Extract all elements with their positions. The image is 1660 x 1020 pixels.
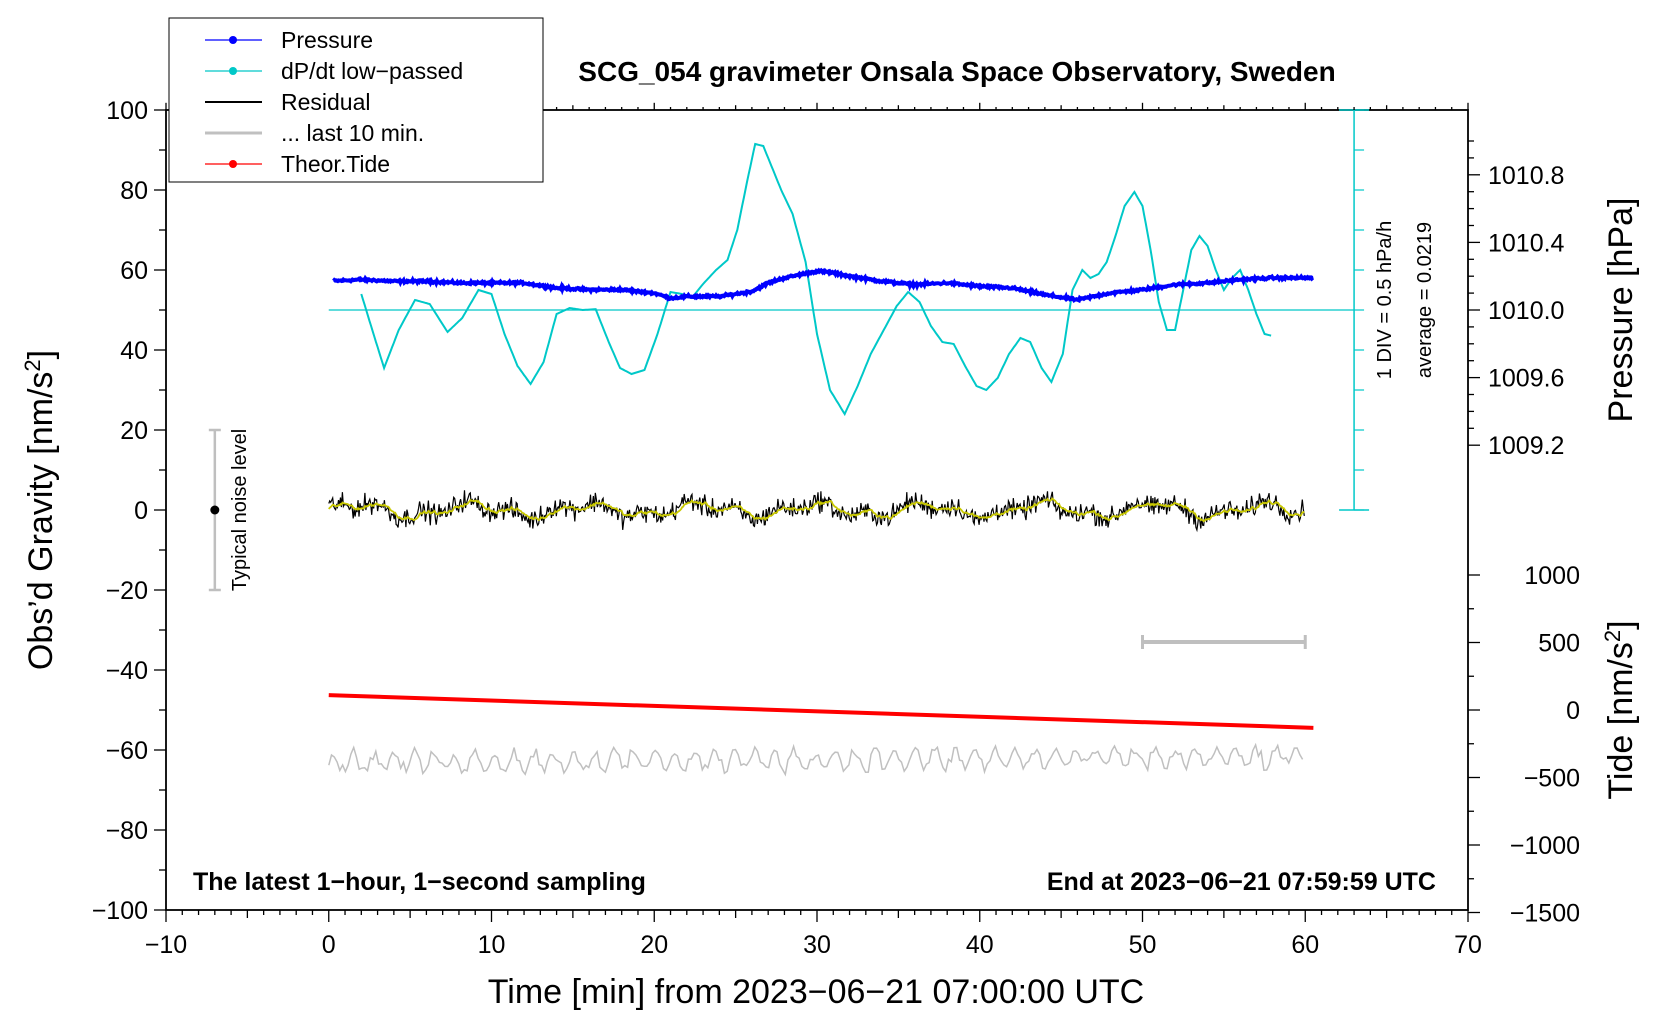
pressure-tick-label: 1009.6 bbox=[1488, 365, 1564, 393]
y-axis-ticks: −100 −80 −60 −40 −20 0 20 40 60 80 100 bbox=[92, 97, 166, 925]
y-tick-label: 100 bbox=[106, 97, 148, 125]
series-residual bbox=[328, 490, 1305, 533]
tide-axis-title: Tide [nm/s2] bbox=[1600, 620, 1640, 799]
legend-swatch-marker bbox=[229, 36, 237, 44]
pressure-axis-ticks: 1009.2 1009.6 1010.0 1010.4 1010.8 bbox=[1468, 140, 1565, 460]
series-theor-tide bbox=[328, 693, 1314, 730]
legend-label: ... last 10 min. bbox=[281, 120, 424, 146]
tide-tick-label: 0 bbox=[1566, 697, 1580, 725]
pressure-tick-label: 1009.2 bbox=[1488, 432, 1564, 460]
footer-left: The latest 1−hour, 1−second sampling bbox=[193, 868, 646, 896]
y-tick-label: −40 bbox=[106, 657, 148, 685]
noise-bar-center-dot bbox=[210, 505, 220, 515]
x-tick-label: 20 bbox=[640, 931, 668, 959]
legend-item: Residual bbox=[205, 89, 371, 115]
x-tick-label: 50 bbox=[1129, 931, 1157, 959]
x-axis-ticks: −10 0 10 20 30 40 50 60 70 bbox=[145, 102, 1482, 959]
x-tick-label: 40 bbox=[966, 931, 994, 959]
x-tick-label: 60 bbox=[1291, 931, 1319, 959]
x-tick-label: −10 bbox=[145, 931, 187, 959]
legend-swatch-marker bbox=[229, 67, 237, 75]
tide-tick-label: −1500 bbox=[1510, 900, 1580, 928]
series-residual-smoothed bbox=[328, 497, 1305, 523]
legend-label: dP/dt low−passed bbox=[281, 58, 463, 84]
pressure-tick-label: 1010.0 bbox=[1488, 297, 1564, 325]
x-tick-label: 10 bbox=[478, 931, 506, 959]
tide-tick-label: −1000 bbox=[1510, 832, 1580, 860]
y-tick-label: 60 bbox=[120, 257, 148, 285]
legend-box bbox=[168, 17, 544, 183]
plot-frame bbox=[165, 109, 1469, 911]
y-tick-label: −80 bbox=[106, 817, 148, 845]
tide-tick-label: −500 bbox=[1524, 765, 1580, 793]
legend-item: Pressure bbox=[205, 27, 373, 53]
chart-title: SCG_054 gravimeter Onsala Space Observat… bbox=[578, 56, 1335, 87]
y-tick-label: −60 bbox=[106, 737, 148, 765]
typical-noise-label: Typical noise level bbox=[229, 429, 251, 591]
x-tick-label: 70 bbox=[1454, 931, 1482, 959]
series-dpdt-low-passed bbox=[360, 142, 1272, 417]
y-tick-label: 40 bbox=[120, 337, 148, 365]
y-tick-label: 20 bbox=[120, 417, 148, 445]
legend-swatch-marker bbox=[229, 160, 237, 168]
tide-tick-label: 1000 bbox=[1524, 562, 1580, 590]
legend: Pressure dP/dt low−passed Residual ... last… bbox=[168, 17, 544, 183]
legend-item: ... last 10 min. bbox=[205, 120, 424, 146]
legend-label: Residual bbox=[281, 89, 371, 115]
tide-tick-label: 500 bbox=[1538, 630, 1580, 658]
series-last-10-min bbox=[328, 742, 1304, 777]
typical-noise-bar bbox=[208, 428, 221, 592]
legend-item: dP/dt low−passed bbox=[205, 58, 463, 84]
legend-label: Theor.Tide bbox=[281, 151, 390, 177]
dpdt-scale-label: 1 DIV = 0.5 hPa/h bbox=[1374, 221, 1396, 379]
pressure-axis-title: Pressure [hPa] bbox=[1602, 198, 1640, 423]
legend-item: Theor.Tide bbox=[205, 151, 390, 177]
dpdt-average-label: average = 0.0219 bbox=[1414, 222, 1436, 378]
pressure-tick-label: 1010.4 bbox=[1488, 229, 1565, 257]
y-tick-label: −20 bbox=[106, 577, 148, 605]
x-tick-label: 0 bbox=[322, 931, 336, 959]
tide-axis-ticks: −1500 −1000 −500 0 500 1000 bbox=[1468, 562, 1580, 928]
x-tick-label: 30 bbox=[803, 931, 831, 959]
footer-right: End at 2023−06−21 07:59:59 UTC bbox=[1047, 868, 1436, 896]
pressure-tick-label: 1010.8 bbox=[1488, 162, 1564, 190]
y-tick-label: 80 bbox=[120, 177, 148, 205]
y-axis-title: Obs’d Gravity [nm/s2] bbox=[20, 350, 60, 670]
series-pressure bbox=[332, 267, 1314, 304]
legend-label: Pressure bbox=[281, 27, 373, 53]
y-tick-label: 0 bbox=[134, 497, 148, 525]
x-axis-title: Time [min] from 2023−06−21 07:00:00 UTC bbox=[488, 973, 1144, 1011]
ten-minute-span-bar bbox=[1141, 635, 1307, 649]
y-tick-label: −100 bbox=[92, 897, 148, 925]
